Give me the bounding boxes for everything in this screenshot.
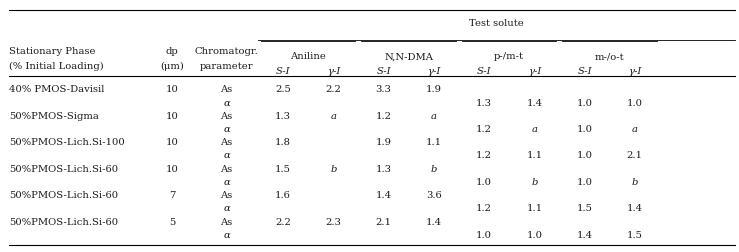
Text: 1.1: 1.1 [426, 138, 442, 147]
Text: 1.2: 1.2 [476, 204, 492, 213]
Text: 1.0: 1.0 [576, 178, 593, 187]
Text: a: a [632, 125, 638, 134]
Text: 10: 10 [166, 85, 179, 94]
Text: 2.2: 2.2 [325, 85, 341, 94]
Text: S-I: S-I [376, 67, 391, 76]
Text: N,N-DMA: N,N-DMA [384, 52, 433, 61]
Text: 1.4: 1.4 [375, 191, 392, 200]
Text: m-/o-t: m-/o-t [595, 52, 624, 61]
Text: 1.2: 1.2 [375, 112, 392, 121]
Text: 1.0: 1.0 [476, 231, 492, 240]
Text: 1.4: 1.4 [627, 204, 643, 213]
Text: 7: 7 [169, 191, 175, 200]
Text: 1.4: 1.4 [426, 217, 442, 227]
Text: Stationary Phase: Stationary Phase [9, 47, 95, 56]
Text: α: α [223, 151, 230, 161]
Text: 1.3: 1.3 [476, 99, 492, 108]
Text: 50%PMOS-Lich.Si-100: 50%PMOS-Lich.Si-100 [9, 138, 125, 147]
Text: γ-I: γ-I [528, 67, 541, 76]
Text: α: α [223, 204, 230, 213]
Text: 10: 10 [166, 165, 179, 174]
Text: 1.0: 1.0 [576, 151, 593, 161]
Text: Chromatogr.: Chromatogr. [194, 47, 259, 56]
Text: 1.8: 1.8 [275, 138, 291, 147]
Text: 1.0: 1.0 [576, 99, 593, 108]
Text: 1.5: 1.5 [576, 204, 593, 213]
Text: a: a [431, 112, 437, 121]
Text: a: a [330, 112, 336, 121]
Text: 1.1: 1.1 [526, 151, 542, 161]
Text: Test solute: Test solute [469, 19, 524, 28]
Text: 1.2: 1.2 [476, 125, 492, 134]
Text: 2.1: 2.1 [627, 151, 643, 161]
Text: a: a [531, 125, 537, 134]
Text: γ-I: γ-I [327, 67, 340, 76]
Text: 1.0: 1.0 [576, 125, 593, 134]
Text: 1.3: 1.3 [275, 112, 291, 121]
Text: 1.4: 1.4 [576, 231, 593, 240]
Text: α: α [223, 125, 230, 134]
Text: γ-I: γ-I [427, 67, 440, 76]
Text: 50%PMOS-Lich.Si-60: 50%PMOS-Lich.Si-60 [9, 217, 118, 227]
Text: 3.6: 3.6 [426, 191, 442, 200]
Text: As: As [220, 112, 233, 121]
Text: 2.3: 2.3 [325, 217, 341, 227]
Text: S-I: S-I [477, 67, 491, 76]
Text: b: b [632, 178, 638, 187]
Text: 2.5: 2.5 [275, 85, 291, 94]
Text: 1.4: 1.4 [526, 99, 542, 108]
Text: 40% PMOS-Davisil: 40% PMOS-Davisil [9, 85, 104, 94]
Text: 50%PMOS-Lich.Si-60: 50%PMOS-Lich.Si-60 [9, 165, 118, 174]
Text: (μm): (μm) [160, 62, 184, 71]
Text: As: As [220, 217, 233, 227]
Text: 50%PMOS-Sigma: 50%PMOS-Sigma [9, 112, 99, 121]
Text: As: As [220, 138, 233, 147]
Text: 1.9: 1.9 [426, 85, 442, 94]
Text: 10: 10 [166, 138, 179, 147]
Text: dp: dp [166, 47, 179, 56]
Text: 10: 10 [166, 112, 179, 121]
Text: 1.1: 1.1 [526, 204, 542, 213]
Text: 1.0: 1.0 [476, 178, 492, 187]
Text: γ-I: γ-I [628, 67, 641, 76]
Text: Aniline: Aniline [290, 52, 326, 61]
Text: α: α [223, 231, 230, 240]
Text: 1.3: 1.3 [375, 165, 392, 174]
Text: 1.6: 1.6 [275, 191, 291, 200]
Text: 2.1: 2.1 [375, 217, 392, 227]
Text: b: b [330, 165, 336, 174]
Text: S-I: S-I [577, 67, 592, 76]
Text: 1.2: 1.2 [476, 151, 492, 161]
Text: 3.3: 3.3 [375, 85, 392, 94]
Text: 2.2: 2.2 [275, 217, 291, 227]
Text: As: As [220, 85, 233, 94]
Text: 1.0: 1.0 [526, 231, 542, 240]
Text: 50%PMOS-Lich.Si-60: 50%PMOS-Lich.Si-60 [9, 191, 118, 200]
Text: S-I: S-I [276, 67, 290, 76]
Text: b: b [431, 165, 437, 174]
Text: parameter: parameter [200, 62, 253, 71]
Text: p-/m-t: p-/m-t [494, 52, 524, 61]
Text: α: α [223, 178, 230, 187]
Text: As: As [220, 191, 233, 200]
Text: As: As [220, 165, 233, 174]
Text: (% Initial Loading): (% Initial Loading) [9, 62, 103, 71]
Text: 1.9: 1.9 [375, 138, 392, 147]
Text: 5: 5 [169, 217, 175, 227]
Text: b: b [531, 178, 537, 187]
Text: 1.5: 1.5 [275, 165, 291, 174]
Text: 1.0: 1.0 [627, 99, 643, 108]
Text: α: α [223, 99, 230, 108]
Text: 1.5: 1.5 [627, 231, 643, 240]
